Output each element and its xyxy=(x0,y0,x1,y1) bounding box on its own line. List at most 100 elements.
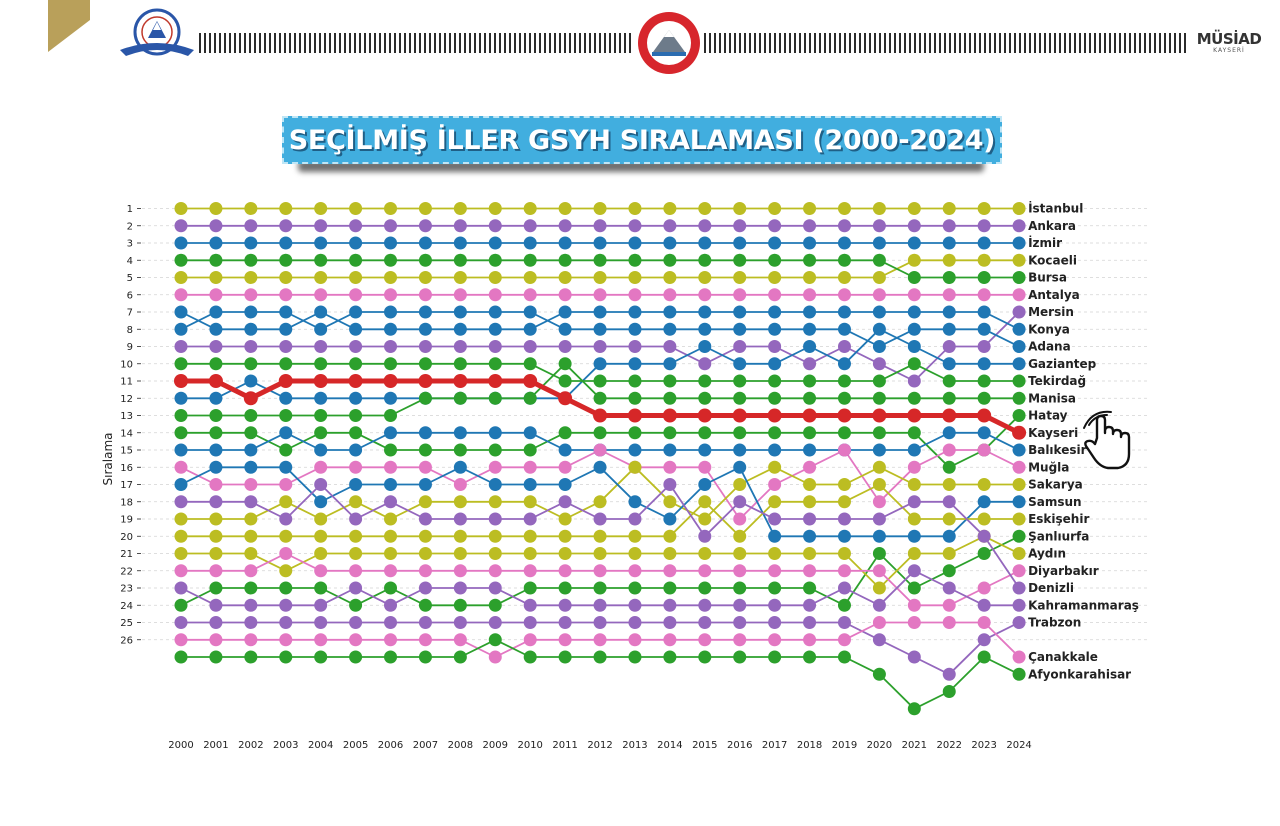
data-point xyxy=(174,581,188,595)
data-point xyxy=(628,547,642,560)
data-point xyxy=(733,495,747,509)
data-point xyxy=(488,340,502,353)
data-point xyxy=(977,512,991,526)
data-point xyxy=(174,322,188,336)
data-point xyxy=(977,529,991,543)
data-point xyxy=(209,322,223,336)
data-point xyxy=(349,650,363,664)
data-point xyxy=(279,529,293,543)
data-point xyxy=(418,305,432,319)
data-point xyxy=(732,408,747,423)
data-point xyxy=(977,322,991,336)
y-tick-label: 1 xyxy=(127,204,133,215)
data-point xyxy=(453,581,467,595)
data-point xyxy=(907,650,921,664)
data-point xyxy=(453,236,467,250)
data-point xyxy=(453,340,467,353)
data-point xyxy=(733,219,747,233)
data-point xyxy=(907,271,921,284)
data-point xyxy=(977,305,991,319)
data-point xyxy=(349,271,363,284)
data-point xyxy=(593,650,607,664)
data-point xyxy=(488,236,502,250)
series-end-label: Muğla xyxy=(1028,460,1069,474)
data-point xyxy=(314,478,328,491)
data-point xyxy=(628,271,642,284)
data-point xyxy=(279,391,293,405)
data-point xyxy=(907,616,921,629)
data-point xyxy=(803,512,817,526)
data-point xyxy=(593,564,607,578)
x-tick-label: 2009 xyxy=(483,740,508,751)
data-point xyxy=(244,409,258,422)
data-point xyxy=(837,495,851,509)
series-end-label: Tekirdağ xyxy=(1028,374,1086,388)
data-point xyxy=(698,340,712,353)
data-point xyxy=(628,512,642,526)
data-point xyxy=(558,547,572,560)
data-point xyxy=(733,616,747,629)
data-point xyxy=(942,478,956,491)
data-point xyxy=(488,271,502,284)
data-point xyxy=(977,581,991,595)
data-point xyxy=(244,219,258,233)
data-point xyxy=(453,219,467,233)
data-point xyxy=(907,426,921,440)
y-tick-label: 8 xyxy=(127,325,133,336)
data-point xyxy=(558,529,572,543)
data-point xyxy=(628,650,642,664)
data-point xyxy=(907,322,921,336)
data-point xyxy=(628,616,642,629)
data-point xyxy=(1012,340,1026,353)
data-point xyxy=(279,547,293,560)
data-point xyxy=(627,408,642,423)
y-tick-label: 2 xyxy=(127,221,133,232)
data-point xyxy=(593,598,607,612)
data-point xyxy=(628,374,642,388)
x-tick-label: 2024 xyxy=(1006,740,1031,751)
series-end-label: Samsun xyxy=(1028,495,1081,509)
data-point xyxy=(768,443,782,457)
data-point xyxy=(384,512,398,526)
data-point xyxy=(663,460,677,474)
data-point xyxy=(663,357,677,371)
data-point xyxy=(174,616,188,629)
data-point xyxy=(384,616,398,629)
data-point xyxy=(872,271,886,284)
data-point xyxy=(453,616,467,629)
data-point xyxy=(174,443,188,457)
data-point xyxy=(593,408,608,423)
data-point xyxy=(314,581,328,595)
y-tick-label: 3 xyxy=(127,239,133,250)
data-point xyxy=(523,616,537,629)
data-point xyxy=(279,288,293,302)
x-tick-label: 2012 xyxy=(587,740,612,751)
data-point xyxy=(558,391,573,406)
y-tick-label: 18 xyxy=(120,497,133,508)
y-tick-label: 5 xyxy=(127,273,133,284)
series-end-label: Manisa xyxy=(1028,391,1076,405)
data-point xyxy=(837,253,851,267)
data-point xyxy=(243,391,258,406)
data-point xyxy=(942,529,956,543)
data-point xyxy=(768,253,782,267)
data-point xyxy=(174,288,188,302)
series-end-label: Diyarbakır xyxy=(1028,564,1099,578)
data-point xyxy=(907,305,921,319)
data-point xyxy=(314,598,328,612)
data-point xyxy=(907,219,921,233)
data-point xyxy=(1012,391,1026,405)
data-point xyxy=(453,271,467,284)
data-point xyxy=(488,322,502,336)
data-point xyxy=(558,616,572,629)
chart-title: SEÇİLMİŞ İLLER GSYH SIRALAMASI (2000-202… xyxy=(288,125,996,156)
data-point xyxy=(1012,512,1026,526)
data-point xyxy=(279,581,293,595)
data-point xyxy=(907,512,921,526)
data-point xyxy=(907,478,921,491)
x-tick-label: 2005 xyxy=(343,740,368,751)
y-tick-label: 12 xyxy=(120,394,133,405)
data-point xyxy=(803,478,817,491)
data-point xyxy=(977,426,991,440)
data-point xyxy=(279,512,293,526)
